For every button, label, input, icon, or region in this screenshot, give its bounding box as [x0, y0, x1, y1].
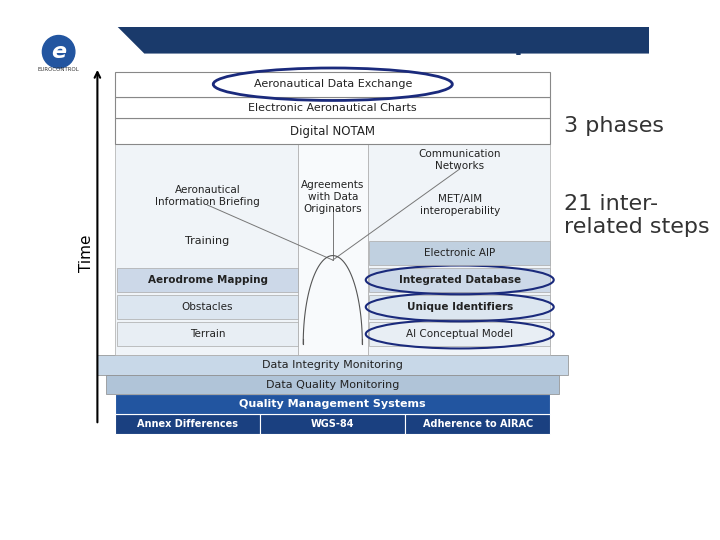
- FancyBboxPatch shape: [367, 120, 550, 355]
- Text: Adherence to AIRAC: Adherence to AIRAC: [423, 419, 533, 429]
- FancyBboxPatch shape: [369, 241, 550, 265]
- Text: Terrain: Terrain: [190, 329, 225, 339]
- Text: Aerodrome Mapping: Aerodrome Mapping: [148, 275, 268, 285]
- Text: AI Conceptual Model: AI Conceptual Model: [406, 329, 513, 339]
- FancyBboxPatch shape: [117, 295, 298, 319]
- FancyBboxPatch shape: [97, 355, 568, 375]
- Text: Data Quality Monitoring: Data Quality Monitoring: [266, 380, 400, 389]
- Text: 21 inter-
related steps: 21 inter- related steps: [564, 194, 709, 238]
- FancyBboxPatch shape: [117, 322, 298, 346]
- Text: Annex Differences: Annex Differences: [138, 419, 238, 429]
- Text: Integrated Database: Integrated Database: [399, 275, 521, 285]
- FancyBboxPatch shape: [115, 394, 550, 414]
- Text: Electronic Aeronautical Charts: Electronic Aeronautical Charts: [248, 103, 417, 113]
- FancyBboxPatch shape: [115, 72, 550, 97]
- FancyBboxPatch shape: [115, 118, 550, 144]
- FancyBboxPatch shape: [298, 120, 367, 355]
- Text: Quality Management Systems: Quality Management Systems: [240, 400, 426, 409]
- Text: Unique Identifiers: Unique Identifiers: [407, 302, 513, 312]
- Text: Agreements
with Data
Originators: Agreements with Data Originators: [301, 180, 364, 214]
- FancyBboxPatch shape: [369, 268, 550, 292]
- FancyBboxPatch shape: [115, 414, 261, 434]
- FancyBboxPatch shape: [107, 375, 559, 394]
- Circle shape: [42, 36, 75, 68]
- Text: Obstacles: Obstacles: [182, 302, 233, 312]
- Text: ICAO AIS to AIM Roadmap: ICAO AIS to AIM Roadmap: [167, 31, 532, 55]
- Text: e: e: [51, 42, 66, 62]
- FancyBboxPatch shape: [115, 120, 298, 355]
- FancyBboxPatch shape: [115, 97, 550, 118]
- Text: Training: Training: [186, 236, 230, 246]
- Text: Digital NOTAM: Digital NOTAM: [290, 125, 375, 138]
- FancyBboxPatch shape: [369, 295, 550, 319]
- FancyBboxPatch shape: [405, 414, 550, 434]
- Polygon shape: [0, 26, 649, 53]
- Text: Electronic AIP: Electronic AIP: [424, 248, 495, 258]
- Text: Communication
Networks: Communication Networks: [418, 149, 501, 171]
- FancyBboxPatch shape: [117, 268, 298, 292]
- Text: 3 phases: 3 phases: [564, 116, 664, 136]
- Text: EUROCONTROL: EUROCONTROL: [37, 68, 79, 72]
- Text: Data Integrity Monitoring: Data Integrity Monitoring: [262, 360, 403, 370]
- FancyBboxPatch shape: [369, 322, 550, 346]
- Text: MET/AIM
interoperability: MET/AIM interoperability: [420, 194, 500, 216]
- Text: Aeronautical Data Exchange: Aeronautical Data Exchange: [253, 79, 412, 89]
- Text: Time: Time: [79, 234, 94, 272]
- FancyBboxPatch shape: [261, 414, 405, 434]
- Text: Aeronautical
Information Briefing: Aeronautical Information Briefing: [156, 185, 260, 207]
- Text: WGS-84: WGS-84: [311, 419, 354, 429]
